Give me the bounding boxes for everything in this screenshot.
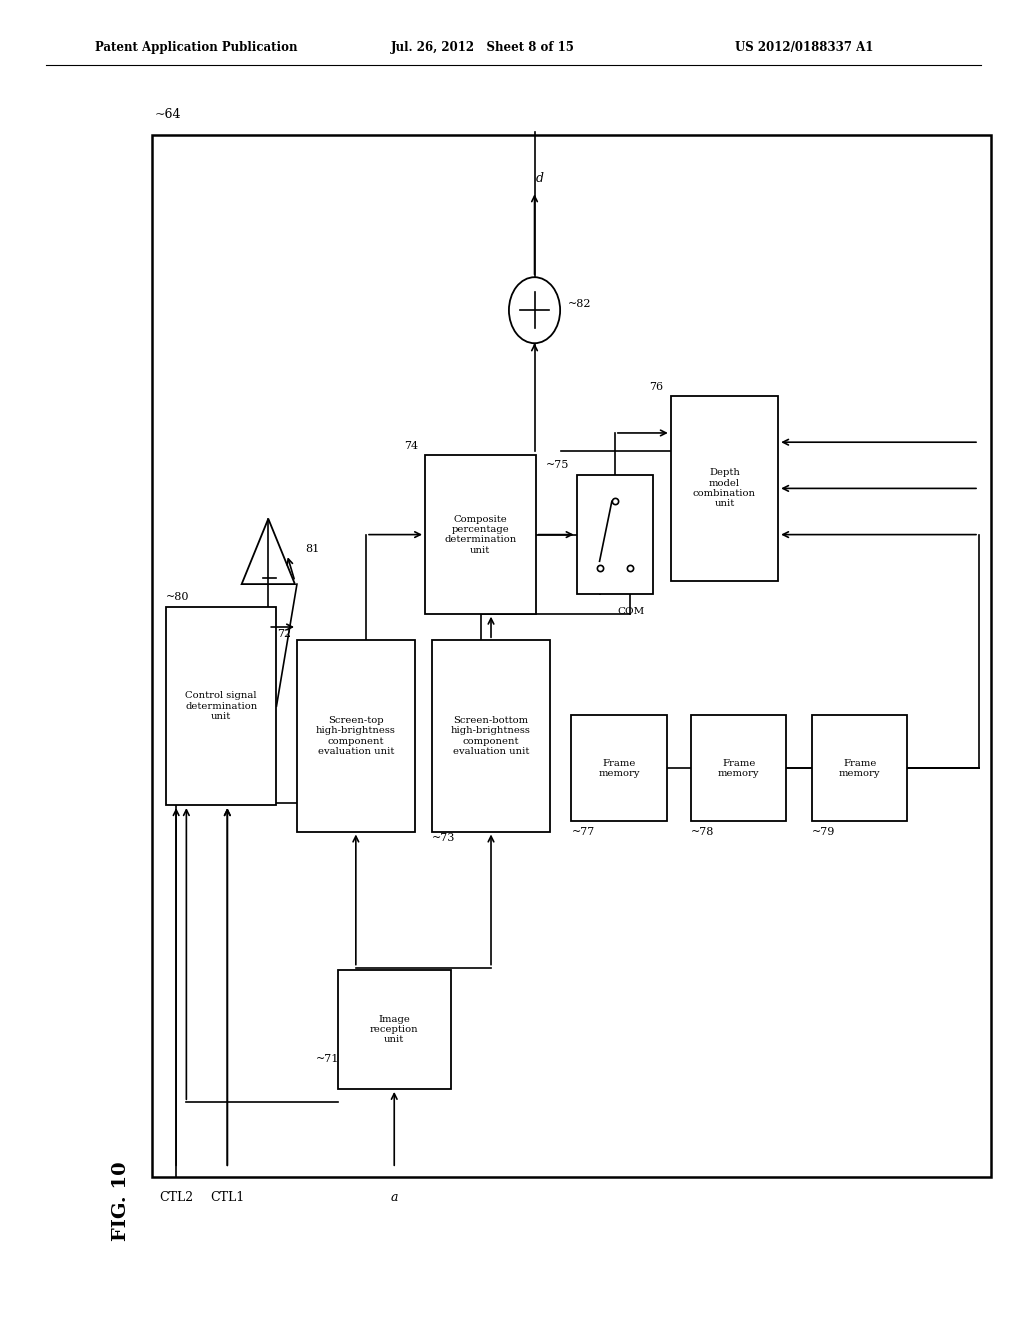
Text: Image
reception
unit: Image reception unit — [370, 1015, 419, 1044]
Text: Patent Application Publication: Patent Application Publication — [95, 41, 298, 54]
Text: FIG. 10: FIG. 10 — [112, 1162, 130, 1241]
Text: Composite
percentage
determination
unit: Composite percentage determination unit — [444, 515, 516, 554]
Text: ~64: ~64 — [155, 108, 181, 121]
Text: Frame
memory: Frame memory — [839, 759, 881, 777]
Text: Frame
memory: Frame memory — [718, 759, 760, 777]
Bar — [425, 455, 536, 614]
Bar — [671, 396, 778, 581]
Text: 74: 74 — [403, 441, 418, 451]
Bar — [297, 640, 415, 832]
Text: Screen-top
high-brightness
component
evaluation unit: Screen-top high-brightness component eva… — [315, 715, 396, 756]
Text: Frame
memory: Frame memory — [598, 759, 640, 777]
Text: ~73: ~73 — [432, 833, 456, 843]
Bar — [152, 135, 991, 1177]
Text: ~78: ~78 — [691, 826, 715, 837]
Text: ~75: ~75 — [546, 459, 569, 470]
Bar — [812, 715, 907, 821]
Text: COM: COM — [617, 607, 645, 616]
Text: CTL2: CTL2 — [159, 1191, 194, 1204]
Bar — [691, 715, 786, 821]
Text: Jul. 26, 2012   Sheet 8 of 15: Jul. 26, 2012 Sheet 8 of 15 — [391, 41, 575, 54]
Text: ~79: ~79 — [812, 826, 836, 837]
Bar — [432, 640, 550, 832]
Bar — [577, 475, 653, 594]
Bar — [338, 970, 451, 1089]
Bar — [166, 607, 276, 805]
Text: 72: 72 — [276, 628, 291, 639]
Text: ~77: ~77 — [571, 826, 595, 837]
Text: ~80: ~80 — [166, 591, 189, 602]
Text: Screen-bottom
high-brightness
component
evaluation unit: Screen-bottom high-brightness component … — [451, 715, 531, 756]
Text: Control signal
determination
unit: Control signal determination unit — [185, 692, 257, 721]
Text: US 2012/0188337 A1: US 2012/0188337 A1 — [735, 41, 873, 54]
Text: a: a — [390, 1191, 398, 1204]
Text: ~82: ~82 — [568, 298, 592, 309]
Bar — [571, 715, 667, 821]
Text: 76: 76 — [649, 381, 664, 392]
Text: ~71: ~71 — [315, 1053, 339, 1064]
Text: 81: 81 — [305, 544, 319, 554]
Text: d: d — [536, 172, 544, 185]
Text: CTL1: CTL1 — [210, 1191, 245, 1204]
Text: Depth
model
combination
unit: Depth model combination unit — [693, 469, 756, 508]
